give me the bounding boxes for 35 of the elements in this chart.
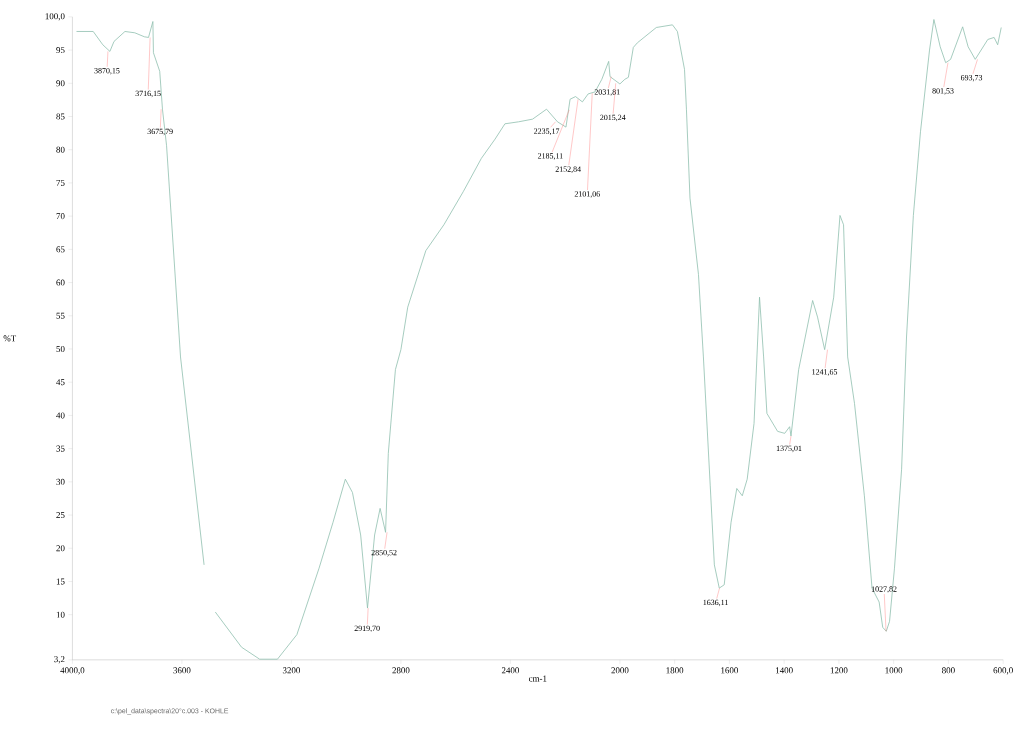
y-tick-label: 55 [56,312,65,319]
x-tick-label: 2400 [501,667,519,674]
y-tick-label: 50 [56,345,65,352]
y-tick-label: 35 [56,445,65,452]
x-tick-label: 2000 [611,667,629,674]
x-tick-label: 1600 [721,667,738,674]
y-tick-label: 95 [56,46,65,53]
x-tick-label: 3600 [173,667,191,674]
y-tick-label: 45 [56,379,65,386]
x-tick-label: 1800 [666,667,684,674]
x-tick-label: 4000,0 [60,667,85,675]
y-tick-label: 75 [56,179,65,186]
x-tick-label: 3200 [282,667,300,674]
x-axis-title: cm-1 [528,675,547,682]
y-tick-label: 65 [56,246,65,253]
y-tick-label: 70 [56,212,65,219]
y-tick-label: 85 [56,113,65,120]
y-tick-label: 90 [56,80,65,87]
x-tick-label: 1000 [885,667,903,674]
y-tick-label: 10 [56,611,65,618]
y-tick-label: 15 [56,578,65,585]
y-tick-label: 60 [56,279,65,286]
y-tick-label: 100,0 [45,13,65,21]
x-tick-label: 1200 [830,667,848,674]
x-tick-label: 2800 [392,667,410,674]
y-tick-label: 40 [56,412,65,419]
y-axis-title: %T [3,335,17,342]
y-tick-label: 30 [56,478,65,485]
y-tick-label: 3,2 [54,656,65,664]
x-tick-label: 1400 [776,667,793,674]
x-tick-label: 600,0 [993,667,1013,675]
y-tick-label: 25 [56,511,65,518]
x-tick-label: 800 [942,667,955,674]
y-tick-label: 20 [56,545,65,552]
y-tick-label: 80 [56,146,65,153]
